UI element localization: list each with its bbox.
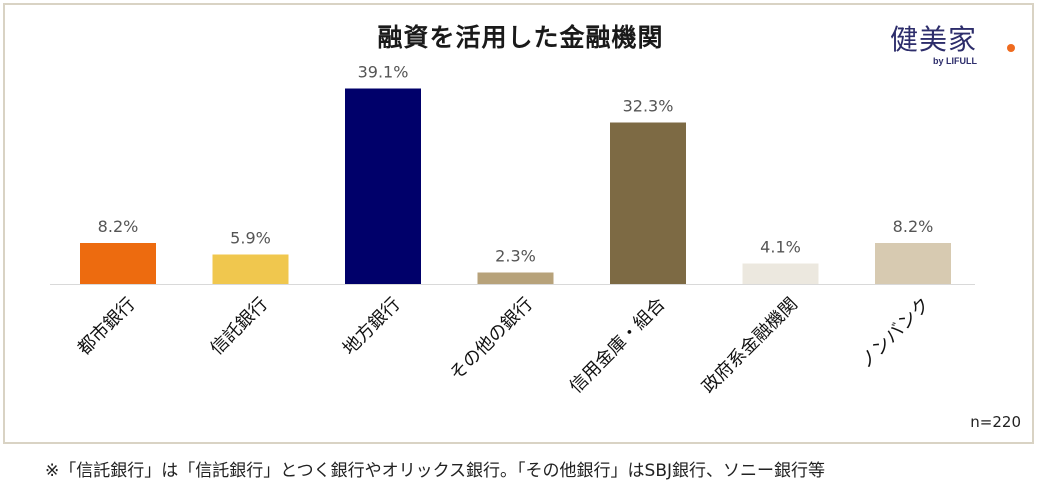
bar-3 xyxy=(345,88,421,284)
bar-7 xyxy=(875,243,951,284)
category-label-2: 信託銀行 xyxy=(206,294,272,360)
bar-5 xyxy=(610,122,686,284)
bars-group xyxy=(80,88,951,284)
logo-sub-text: by LIFULL xyxy=(933,56,977,66)
logo-main-text: 健美家 xyxy=(890,23,978,56)
sample-size-label: n=220 xyxy=(970,413,1021,431)
bar-1 xyxy=(80,243,156,284)
bar-6 xyxy=(742,263,819,284)
value-labels-group: 8.2% 5.9% 39.1% 2.3% 32.3% 4.1% 8.2% xyxy=(98,63,934,266)
category-label-7: ノンバンク xyxy=(855,294,934,373)
value-label-2: 5.9% xyxy=(230,229,271,248)
value-label-7: 8.2% xyxy=(893,217,934,236)
category-label-5: 信用金庫・組合 xyxy=(566,294,670,398)
brand-logo: 健美家 by LIFULL xyxy=(890,18,1020,74)
category-label-6: 政府系金融機関 xyxy=(698,294,802,398)
value-label-3: 39.1% xyxy=(358,63,409,82)
bar-4 xyxy=(477,272,554,284)
chart-frame xyxy=(3,3,1034,444)
value-label-6: 4.1% xyxy=(760,238,801,257)
chart-title: 融資を活用した金融機関 xyxy=(377,23,664,52)
bar-2 xyxy=(212,254,289,284)
category-label-3: 地方銀行 xyxy=(339,294,405,360)
category-label-4: その他の銀行 xyxy=(446,294,537,385)
value-label-5: 32.3% xyxy=(623,97,674,116)
category-labels-group: 都市銀行 信託銀行 地方銀行 その他の銀行 信用金庫・組合 政府系金融機関 ノンバンク xyxy=(74,294,935,398)
logo-dot-icon xyxy=(1007,44,1015,52)
category-label-1: 都市銀行 xyxy=(74,294,140,360)
value-label-1: 8.2% xyxy=(98,217,139,236)
value-label-4: 2.3% xyxy=(495,247,536,266)
footnote: ※「信託銀行」は「信託銀行」とつく銀行やオリックス銀行。「その他銀行」はSBJ銀… xyxy=(45,461,826,481)
